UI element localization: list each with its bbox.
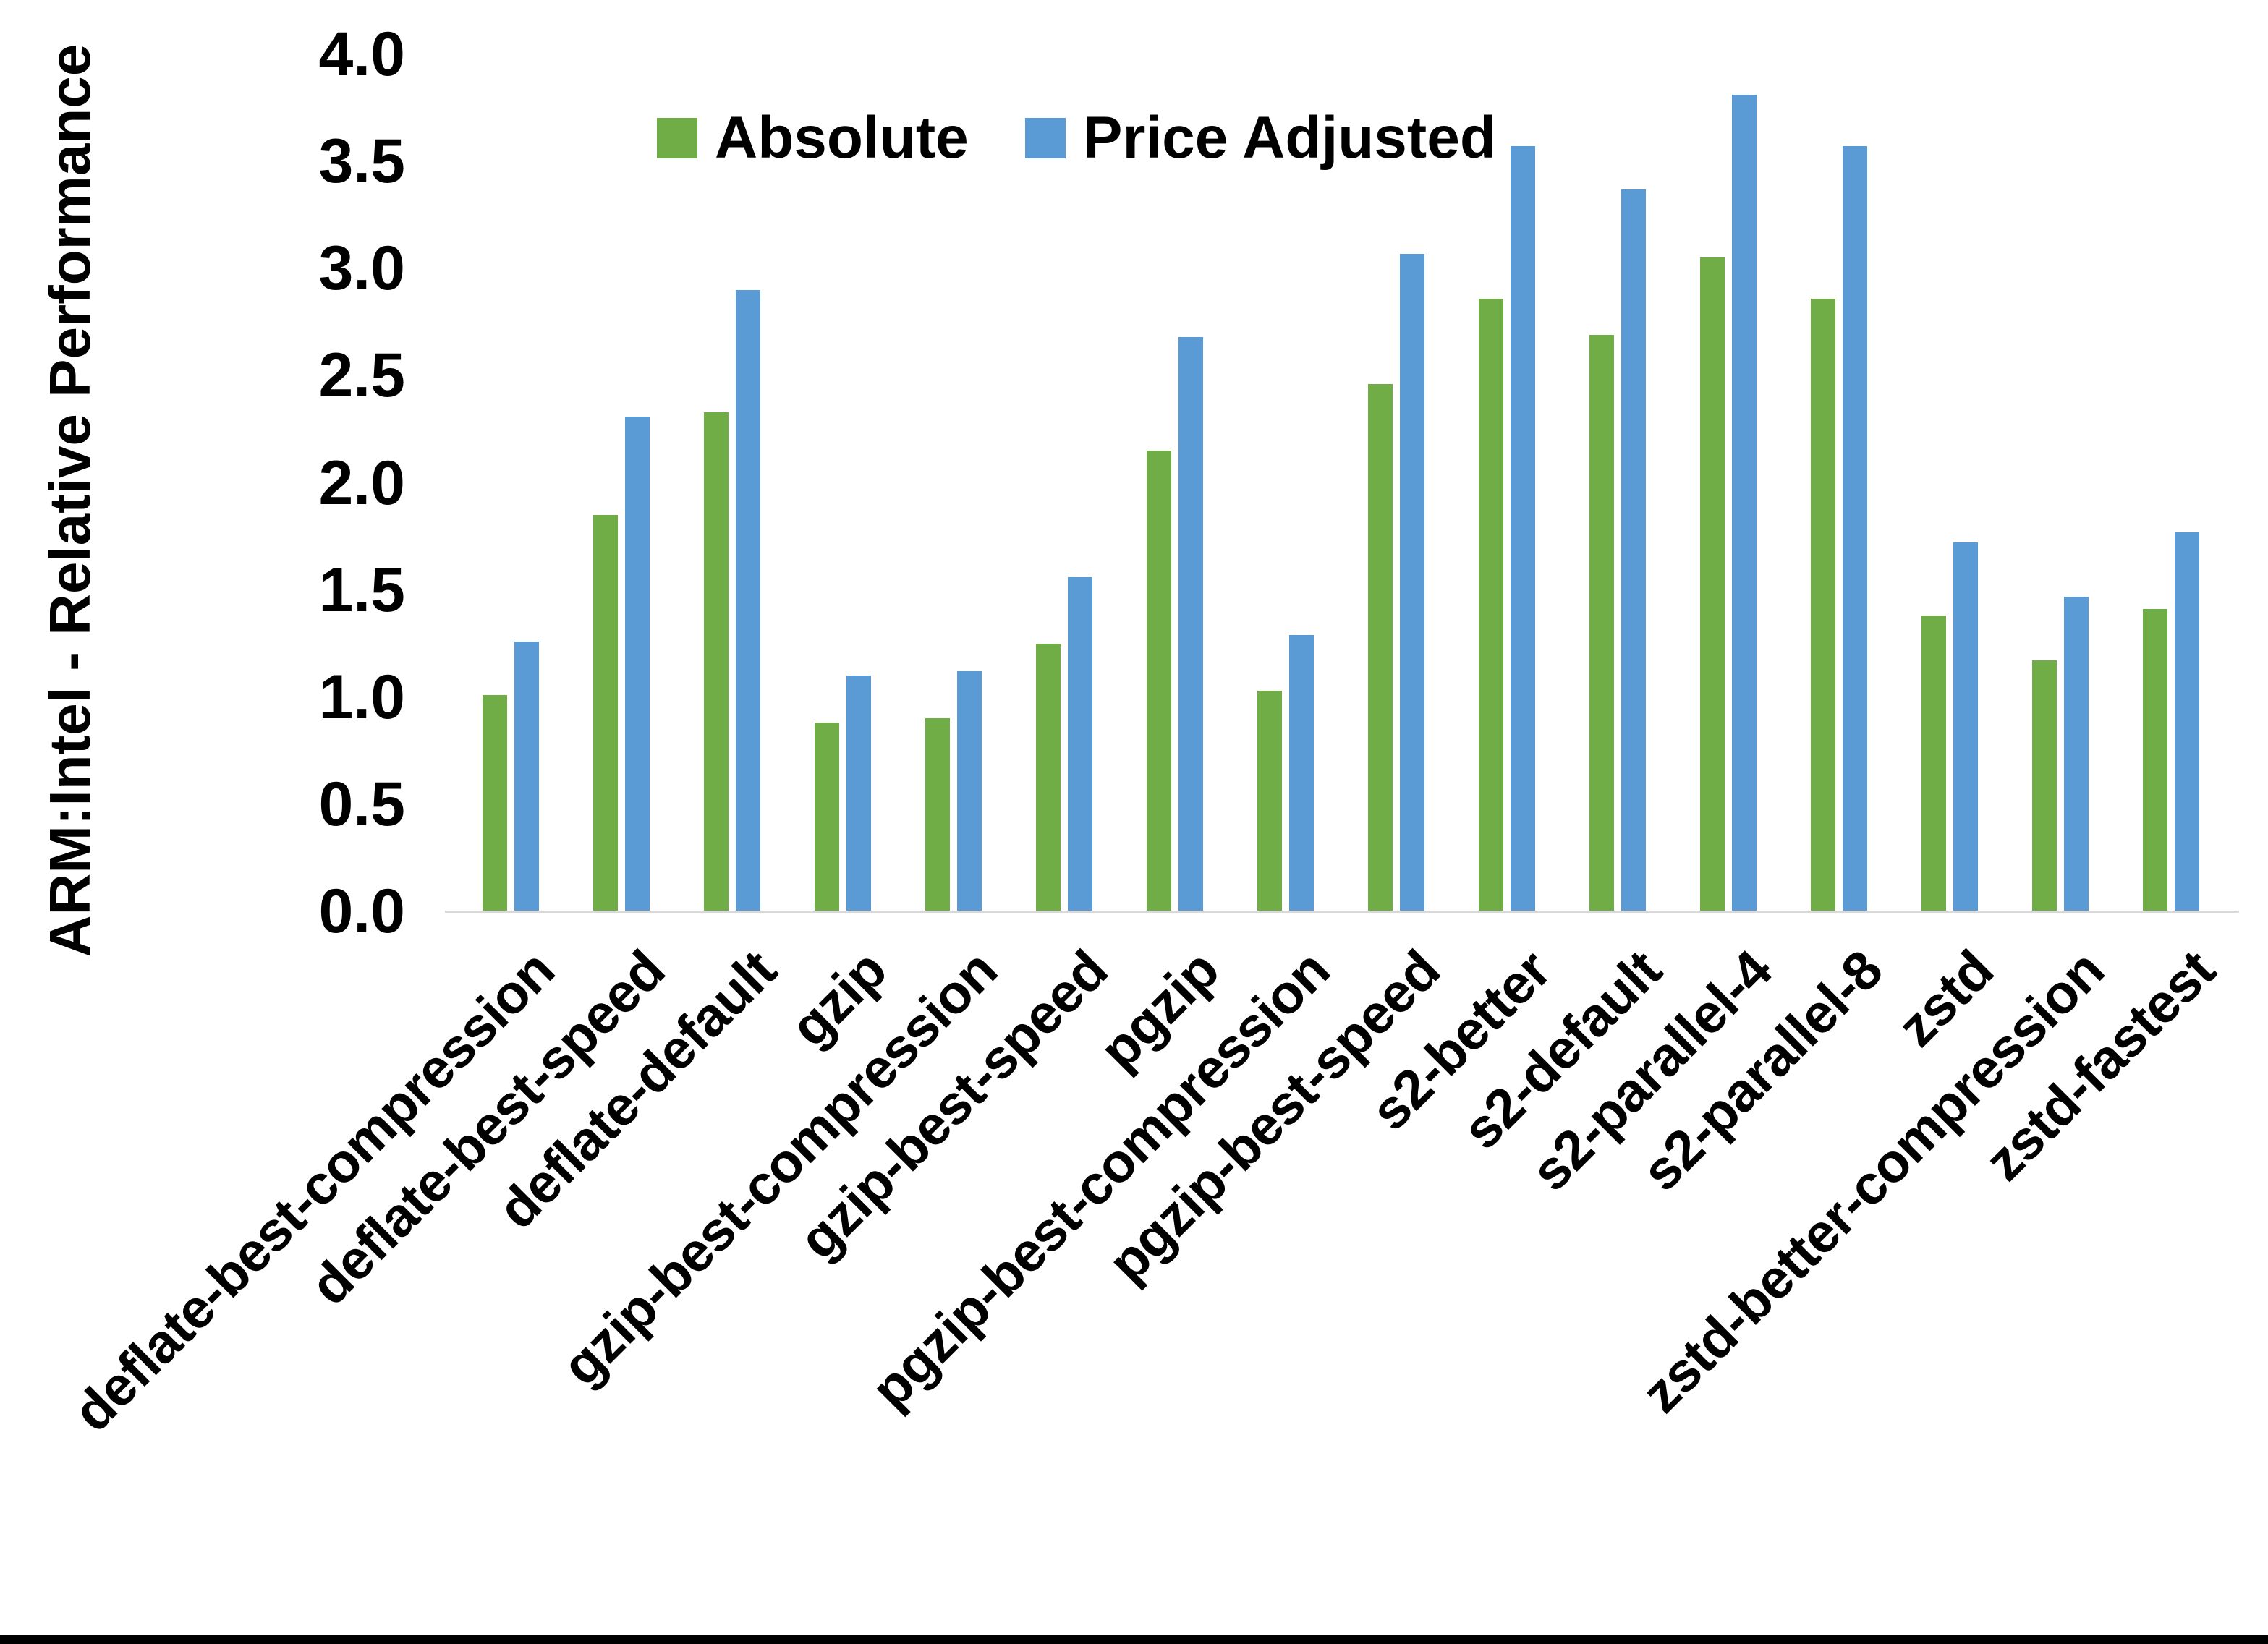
y-tick-label: 3.5 [318,127,405,197]
bar-price-adjusted [1068,577,1092,911]
bar-absolute [704,412,729,911]
bar-absolute [1479,299,1503,911]
y-tick-label: 0.5 [318,769,405,839]
plot-area [445,54,2239,913]
bar-price-adjusted [2064,597,2089,911]
bar-price-adjusted [2175,532,2199,911]
y-tick-label: 2.0 [318,448,405,518]
bar-price-adjusted [1732,95,1757,911]
bar-price-adjusted [514,642,539,911]
legend-label: Absolute [715,105,969,171]
bar-price-adjusted [1953,542,1978,911]
bar-absolute [2143,609,2167,911]
bar-absolute [483,695,507,911]
bar-absolute [815,723,839,911]
y-tick-label: 4.0 [318,20,405,89]
legend-swatch-icon [1024,118,1066,158]
bar-absolute [1368,384,1393,911]
bar-absolute [1811,299,1835,911]
bar-price-adjusted [1289,635,1314,911]
bar-absolute [1036,644,1061,911]
bar-absolute [1147,451,1171,911]
bar-price-adjusted [957,671,982,911]
bar-absolute [1589,335,1614,911]
legend-item: Price Adjusted [1024,105,1496,171]
bar-absolute [2032,660,2057,911]
bar-absolute [1257,691,1282,911]
y-tick-label: 1.5 [318,555,405,625]
bar-price-adjusted [1400,254,1424,911]
bar-price-adjusted [1843,146,1867,911]
legend: Absolute Price Adjusted [657,107,1496,169]
bar-price-adjusted [1621,189,1646,911]
bar-absolute [925,718,950,911]
y-tick-label: 1.0 [318,662,405,732]
bar-absolute [1700,257,1725,911]
legend-label: Price Adjusted [1082,105,1496,171]
bar-price-adjusted [846,676,871,911]
legend-swatch-icon [657,118,697,158]
y-tick-label: 0.0 [318,877,405,946]
bar-price-adjusted [1511,146,1535,911]
y-tick-label: 3.0 [318,234,405,304]
bar-absolute [593,515,618,911]
legend-item: Absolute [657,108,969,168]
x-category-label: deflate-best-compression [61,939,566,1444]
bar-price-adjusted [1178,337,1203,911]
y-tick-label: 2.5 [318,341,405,411]
bottom-border [0,1635,2268,1644]
bar-absolute [1921,616,1946,911]
x-axis-line [445,911,2239,913]
bar-price-adjusted [625,417,650,911]
bar-price-adjusted [736,290,760,911]
